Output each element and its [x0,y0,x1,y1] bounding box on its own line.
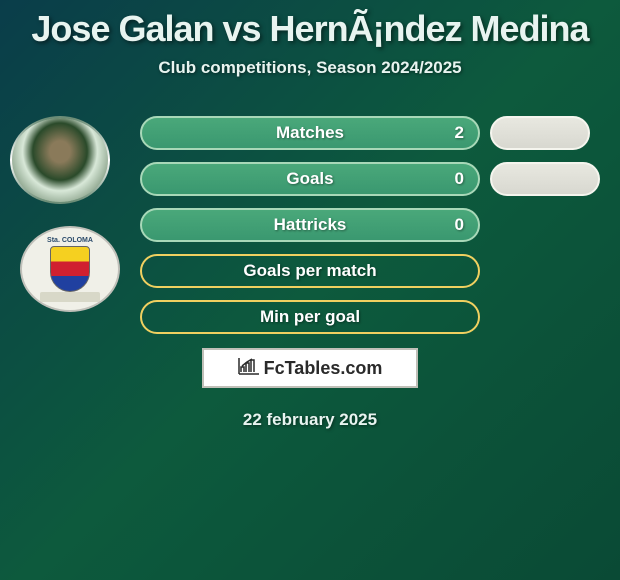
stat-bar-right [490,162,600,196]
stat-row: Matches 2 [140,116,480,150]
chart-icon [238,357,260,380]
stat-label: Goals [286,169,333,189]
stat-value-left: 2 [455,123,464,143]
stat-row: Goals 0 [140,162,480,196]
stat-bar-left: Hattricks 0 [140,208,480,242]
content-area: Sta. COLOMA Matches2Goals0Hattricks0Goal… [0,116,620,334]
source-logo: FcTables.com [202,348,418,388]
stat-bar-left: Min per goal [140,300,480,334]
stat-bar-left: Goals per match [140,254,480,288]
player-photo-image [12,118,108,202]
stat-value-left: 0 [455,169,464,189]
logo-text: FcTables.com [264,358,383,379]
stat-row: Min per goal [140,300,480,334]
club-badge: Sta. COLOMA [20,226,120,312]
stat-label: Hattricks [274,215,347,235]
stat-bar-right [490,116,590,150]
stat-row: Hattricks 0 [140,208,480,242]
player-photo-left [10,116,110,204]
badge-shield-icon [50,246,90,292]
stat-label: Min per goal [260,307,360,327]
badge-top-text: Sta. COLOMA [47,237,93,244]
stat-label: Matches [276,123,344,143]
stat-bar-left: Matches 2 [140,116,480,150]
stat-value-left: 0 [455,215,464,235]
badge-ribbon [40,292,100,302]
stat-bar-left: Goals 0 [140,162,480,196]
stat-label: Goals per match [243,261,376,281]
comparison-subtitle: Club competitions, Season 2024/2025 [0,58,620,78]
comparison-title: Jose Galan vs HernÃ¡ndez Medina [0,0,620,50]
comparison-date: 22 february 2025 [0,410,620,430]
stats-bars: Matches 2 Goals 0 Hattricks 0 Goals per match M… [140,116,480,334]
stat-row: Goals per match [140,254,480,288]
